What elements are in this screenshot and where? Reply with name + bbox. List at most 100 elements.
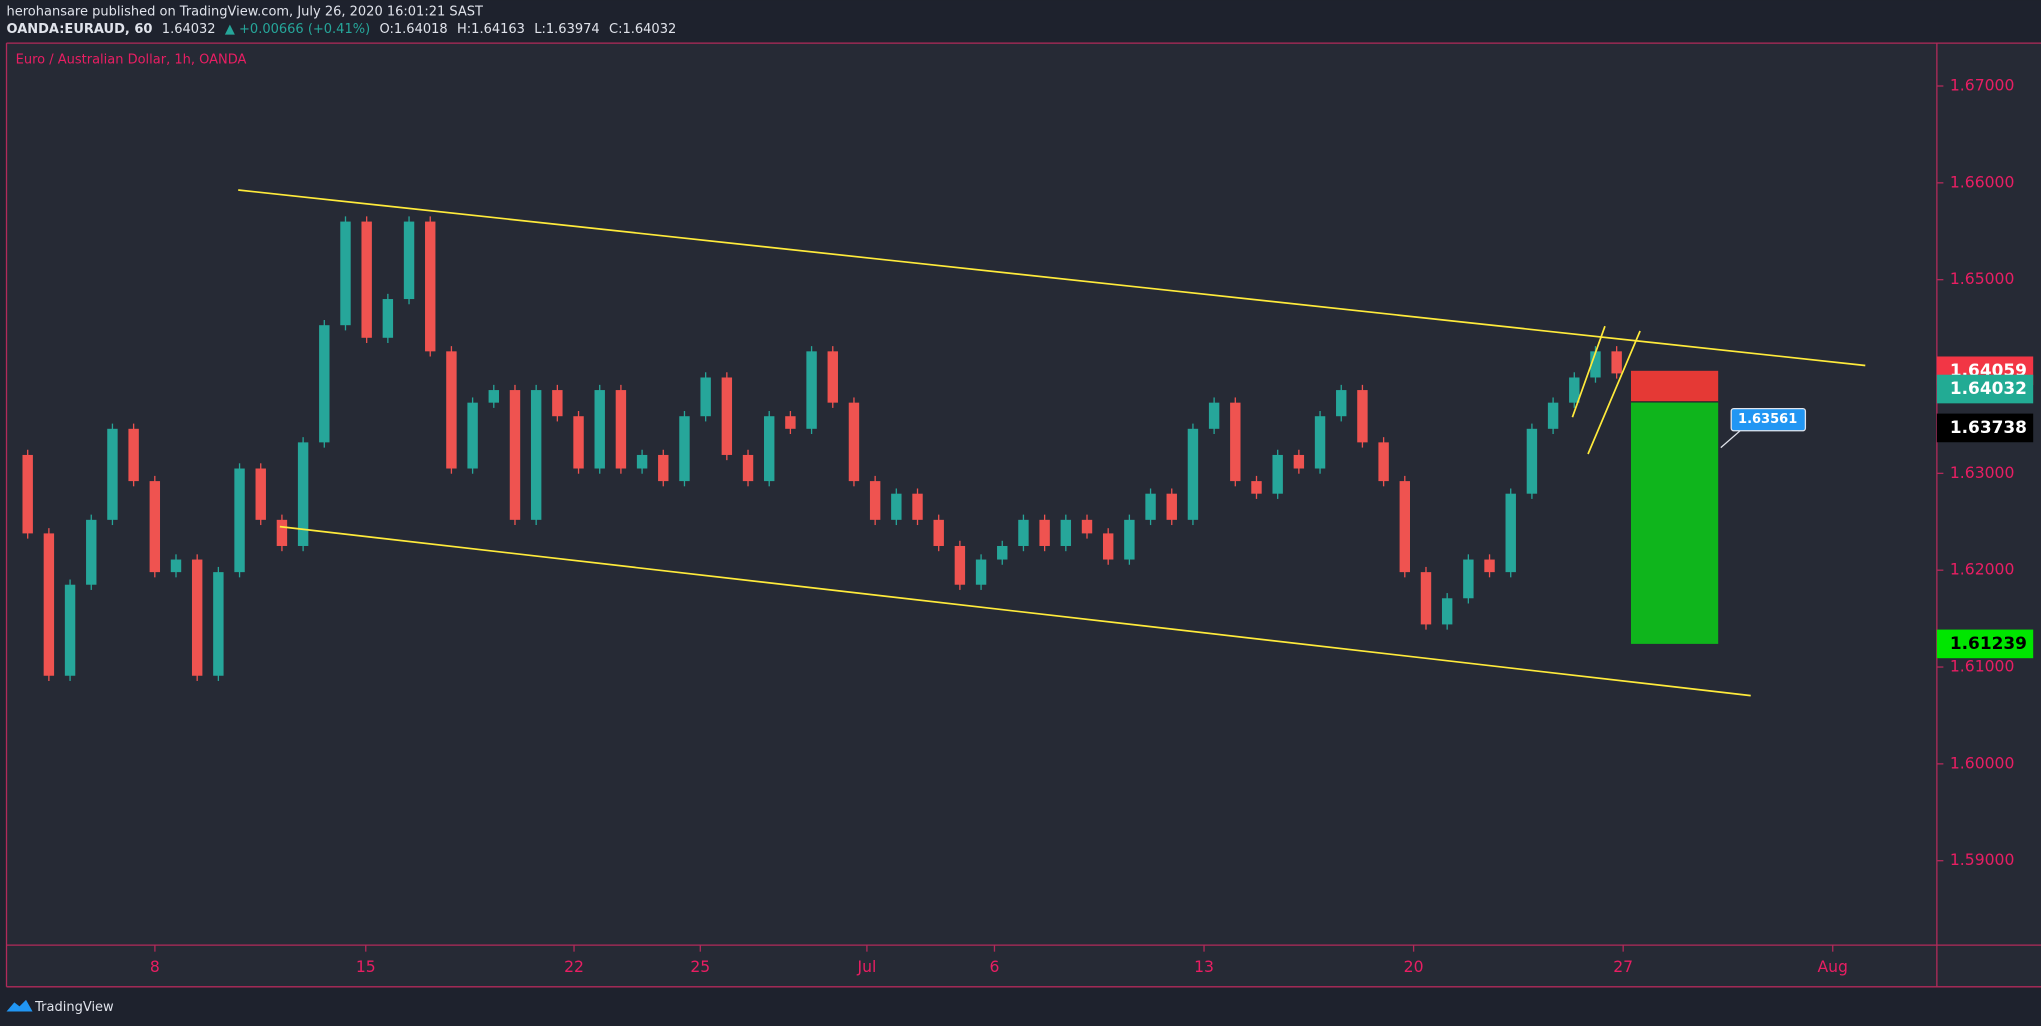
x-tick-label: 6: [989, 958, 999, 976]
candle: [234, 468, 245, 573]
candle: [764, 416, 775, 482]
publisher: herohansare published on TradingView.com…: [7, 4, 484, 19]
candle: [340, 221, 351, 326]
candle: [170, 559, 182, 573]
pane-title: Euro / Australian Dollar, 1h, OANDA: [16, 53, 247, 68]
price-label-box: [1936, 374, 2034, 404]
y-tick-label: 1.65000: [1950, 270, 2015, 288]
y-tick-label: 1.67000: [1950, 77, 2015, 95]
candle: [869, 481, 881, 520]
candle: [975, 559, 987, 585]
price-label: 1.64032: [1950, 378, 2027, 398]
candle: [573, 416, 584, 469]
candle: [785, 416, 796, 429]
candle: [1314, 416, 1326, 469]
candle: [382, 299, 394, 338]
trend-line: [1571, 325, 1606, 418]
price-label: 1.61239: [1950, 633, 2027, 653]
candle: [636, 454, 648, 469]
candle: [679, 416, 690, 482]
candle: [1505, 493, 1516, 573]
candle: [954, 545, 966, 585]
candle: [361, 221, 372, 338]
candle: [1018, 519, 1029, 546]
x-tick-label: 27: [1613, 958, 1633, 976]
candle: [1590, 351, 1601, 378]
candle: [128, 428, 139, 482]
high: H:1.64163: [457, 21, 525, 36]
symbol-line: OANDA:EURAUD, 60 1.64032 ▲ +0.00666 (+0.…: [7, 21, 677, 36]
candle: [912, 493, 923, 520]
candle: [1102, 533, 1114, 560]
candle: [615, 390, 627, 469]
y-tick-label: 1.60000: [1950, 754, 2015, 772]
symbol: OANDA:EURAUD, 60: [7, 21, 153, 36]
candle: [149, 481, 161, 573]
candle: [403, 221, 415, 300]
candle: [1081, 519, 1093, 534]
candle: [1569, 377, 1580, 403]
change: ▲ +0.00666 (+0.41%): [225, 21, 370, 36]
candle: [1547, 402, 1559, 429]
brand: TradingView: [34, 1000, 114, 1015]
stop-zone: [1630, 370, 1719, 402]
x-tick-label: Jul: [856, 958, 876, 976]
x-tick-label: 15: [356, 958, 376, 976]
close: C:1.64032: [609, 21, 676, 36]
price-label-box: [1936, 629, 2034, 659]
candle: [509, 390, 521, 520]
candle: [64, 584, 76, 676]
candle: [700, 377, 711, 417]
candle: [1060, 519, 1072, 546]
candle: [1378, 442, 1389, 482]
candle: [552, 390, 563, 417]
candle: [43, 533, 55, 676]
candle: [742, 454, 754, 482]
marker-label: 1.63561: [1738, 412, 1797, 427]
open: O:1.64018: [380, 21, 448, 36]
candle: [1272, 454, 1283, 494]
candle: [1463, 559, 1474, 599]
y-tick-label: 1.66000: [1950, 173, 2015, 191]
candle: [806, 351, 817, 429]
candle: [297, 442, 309, 546]
candle: [1441, 598, 1453, 625]
candle: [848, 402, 860, 482]
candle: [530, 390, 542, 520]
y-tick-label: 1.62000: [1950, 561, 2015, 579]
candle: [1251, 481, 1262, 494]
candle: [1208, 402, 1220, 429]
candle: [488, 390, 499, 403]
trend-line: [279, 525, 1751, 697]
candle: [1124, 519, 1135, 560]
candle: [891, 493, 902, 520]
candle: [1611, 351, 1622, 374]
candle: [107, 428, 118, 520]
candle: [1187, 428, 1199, 520]
candle: [213, 572, 224, 676]
candle: [191, 559, 203, 676]
trend-line: [1587, 330, 1641, 455]
candle: [1145, 493, 1156, 520]
candle: [1166, 493, 1177, 520]
candle: [1357, 390, 1368, 443]
candle: [1484, 559, 1495, 573]
logo: [6, 999, 33, 1012]
x-tick-label: 25: [690, 958, 710, 976]
last: 1.64032: [162, 21, 216, 36]
x-tick-label: 20: [1404, 958, 1424, 976]
candle: [86, 519, 97, 585]
low: L:1.63974: [534, 21, 599, 36]
y-tick-label: 1.63000: [1950, 464, 2015, 482]
target-zone: [1630, 401, 1719, 644]
x-tick-label: 13: [1194, 958, 1214, 976]
candle: [276, 519, 288, 546]
candle: [319, 325, 330, 443]
price-label: 1.63738: [1950, 417, 2027, 437]
price-label-box: [1936, 413, 2034, 443]
candle: [22, 454, 33, 534]
candle: [467, 402, 478, 469]
candle: [933, 519, 944, 546]
